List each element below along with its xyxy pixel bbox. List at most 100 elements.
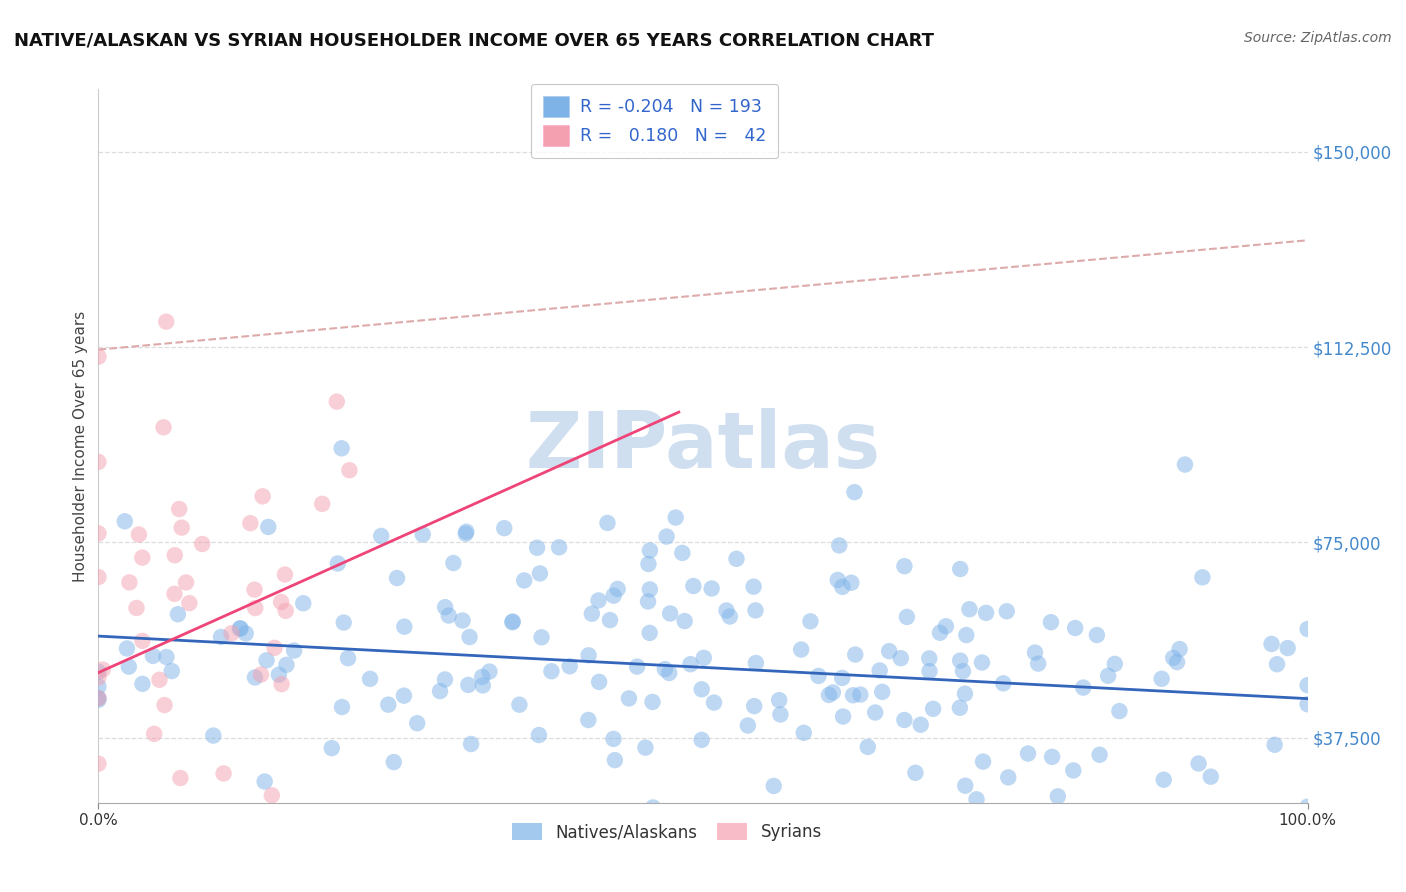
Point [526,541,548,555]
Point [949,562,972,576]
Point [87,350,110,364]
Point [842,688,865,702]
Point [869,664,891,678]
Point [245,601,267,615]
Point [283,643,305,657]
Point [641,800,664,814]
Point [167,502,190,516]
Point [441,556,464,570]
Point [581,607,603,621]
Point [128,527,150,541]
Point [330,700,353,714]
Point [904,765,927,780]
Point [693,650,716,665]
Point [394,620,416,634]
Point [922,702,945,716]
Point [152,420,174,434]
Point [131,677,153,691]
Point [910,717,932,731]
Point [1046,789,1069,804]
Point [471,678,494,692]
Point [828,538,851,552]
Point [890,651,912,665]
Point [949,654,972,668]
Point [471,670,494,684]
Point [548,541,571,555]
Point [638,543,661,558]
Point [658,665,681,680]
Point [153,698,176,712]
Point [87,665,110,679]
Point [326,557,349,571]
Point [433,673,456,687]
Point [437,608,460,623]
Point [87,455,110,469]
Point [527,728,550,742]
Point [957,602,980,616]
Point [125,601,148,615]
Point [257,520,280,534]
Point [863,706,886,720]
Point [169,771,191,785]
Point [174,575,197,590]
Point [1174,458,1197,472]
Point [558,659,581,673]
Point [793,726,815,740]
Point [807,669,830,683]
Point [1191,570,1213,584]
Point [844,648,866,662]
Point [87,680,110,694]
Point [243,670,266,684]
Point [243,582,266,597]
Point [918,651,941,665]
Point [737,718,759,732]
Point [131,550,153,565]
Point [167,607,190,622]
Point [799,615,821,629]
Point [392,689,415,703]
Point [654,662,676,676]
Point [970,656,993,670]
Point [918,664,941,678]
Point [87,691,110,706]
Point [974,606,997,620]
Point [212,766,235,780]
Point [744,603,766,617]
Point [671,546,693,560]
Point [191,537,214,551]
Point [839,575,862,590]
Point [540,665,562,679]
Point [769,707,792,722]
Point [229,622,252,636]
Point [155,315,177,329]
Point [143,727,166,741]
Point [1199,770,1222,784]
Point [1104,657,1126,671]
Point [690,732,713,747]
Point [170,521,193,535]
Point [659,607,682,621]
Point [893,713,915,727]
Point [578,648,600,663]
Text: Source: ZipAtlas.com: Source: ZipAtlas.com [1244,31,1392,45]
Point [321,741,343,756]
Point [385,571,408,585]
Point [844,485,866,500]
Point [163,548,186,562]
Point [893,559,915,574]
Point [641,695,664,709]
Point [260,789,283,803]
Point [1097,669,1119,683]
Point [655,530,678,544]
Point [606,582,628,596]
Point [718,609,741,624]
Point [856,739,879,754]
Point [530,630,553,644]
Point [952,664,974,678]
Point [87,693,110,707]
Point [256,653,278,667]
Point [359,672,381,686]
Point [118,575,141,590]
Point [818,688,841,702]
Point [1039,615,1062,630]
